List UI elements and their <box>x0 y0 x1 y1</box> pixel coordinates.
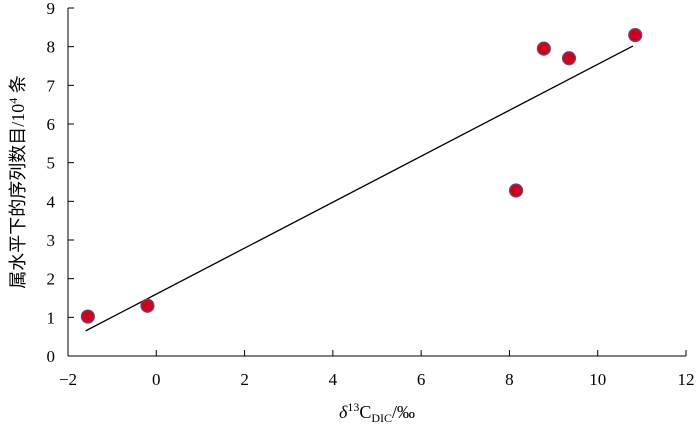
x-tick-label: −2 <box>59 370 77 389</box>
y-tick-label: 1 <box>47 308 56 327</box>
data-point <box>508 183 524 198</box>
x-tick-label: 2 <box>240 370 249 389</box>
y-tick-label: 4 <box>47 192 56 211</box>
x-tick-label: 12 <box>678 370 695 389</box>
y-tick-label: 0 <box>47 347 56 366</box>
y-label-main: 属水平下的序列数目/10 <box>8 104 28 289</box>
trend-line <box>85 45 634 332</box>
y-tick-label: 8 <box>47 38 56 57</box>
x-ticks: −2 0 2 4 6 8 10 12 <box>59 350 695 389</box>
x-tick-label: 6 <box>417 370 426 389</box>
x-label-superscript: 13 <box>347 400 359 414</box>
y-tick-label: 3 <box>47 231 56 250</box>
data-point <box>536 41 551 56</box>
y-tick-label: 2 <box>47 270 56 289</box>
y-axis-label: 属水平下的序列数目/104 条 <box>6 75 28 289</box>
x-label-prefix: δ <box>339 402 348 422</box>
data-point <box>628 27 643 43</box>
data-point <box>140 298 155 313</box>
x-tick-label: 4 <box>329 370 338 389</box>
x-tick-label: 10 <box>589 370 606 389</box>
x-tick-label: 8 <box>505 370 514 389</box>
data-point <box>561 51 577 66</box>
x-label-suffix: /‰ <box>392 402 415 422</box>
axes <box>67 8 686 357</box>
y-tick-label: 6 <box>47 115 56 134</box>
y-ticks: 0 1 2 3 4 5 6 7 8 9 <box>47 0 74 366</box>
data-point <box>80 309 95 324</box>
y-label-suffix: 条 <box>8 75 28 98</box>
x-label-subscript: DIC <box>371 411 392 425</box>
y-tick-label: 9 <box>47 0 56 18</box>
y-tick-label: 7 <box>47 76 56 95</box>
data-points <box>80 27 643 324</box>
x-tick-label: 0 <box>152 370 161 389</box>
x-axis-label: δ13CDIC/‰ <box>339 400 415 425</box>
x-label-main: C <box>359 402 371 422</box>
y-label-superscript: 4 <box>6 98 20 104</box>
y-tick-label: 5 <box>47 154 56 173</box>
